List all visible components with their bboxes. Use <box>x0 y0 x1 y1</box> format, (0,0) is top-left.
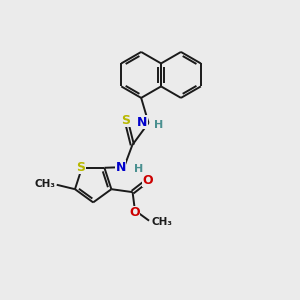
Text: O: O <box>129 206 140 219</box>
Text: CH₃: CH₃ <box>34 179 55 189</box>
Text: S: S <box>121 114 130 127</box>
Text: H: H <box>154 120 163 130</box>
Text: CH₃: CH₃ <box>152 217 172 227</box>
Text: O: O <box>143 174 154 187</box>
Text: N: N <box>116 160 126 174</box>
Text: N: N <box>137 116 147 129</box>
Text: S: S <box>76 161 85 174</box>
Text: H: H <box>134 164 143 174</box>
